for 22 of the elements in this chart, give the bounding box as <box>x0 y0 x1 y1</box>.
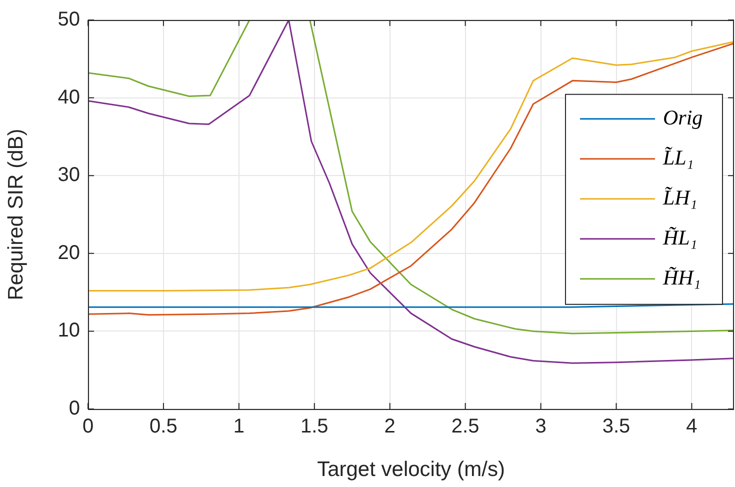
x-axis-title: Target velocity (m/s) <box>317 458 505 482</box>
y-tick-label: 0 <box>68 398 80 420</box>
x-tick-label: 3.5 <box>602 416 630 438</box>
legend-label: Orig <box>663 105 703 130</box>
y-tick-label: 40 <box>58 86 80 108</box>
x-tick-label: 4 <box>686 416 698 438</box>
x-tick-label: 1.5 <box>300 416 328 438</box>
legend-label: H̃H₁ <box>662 265 701 290</box>
y-tick-label: 20 <box>58 242 80 264</box>
x-tick-label: 2.5 <box>451 416 480 438</box>
x-tick-label: 1 <box>233 416 244 438</box>
y-tick-label: 10 <box>58 320 80 342</box>
x-tick-label: 3 <box>535 416 546 438</box>
legend-label: L̃H₁ <box>662 185 698 210</box>
y-tick-label: 50 <box>58 8 80 31</box>
y-tick-label: 30 <box>58 164 80 186</box>
legend-label: H̃L₁ <box>662 225 698 250</box>
x-tick-label: 2 <box>384 416 396 438</box>
x-tick-label: 0 <box>82 416 94 438</box>
legend-label: L̃L₁ <box>662 145 694 170</box>
y-axis-title: Required SIR (dB) <box>4 128 28 300</box>
x-tick-label: 0.5 <box>150 416 178 438</box>
